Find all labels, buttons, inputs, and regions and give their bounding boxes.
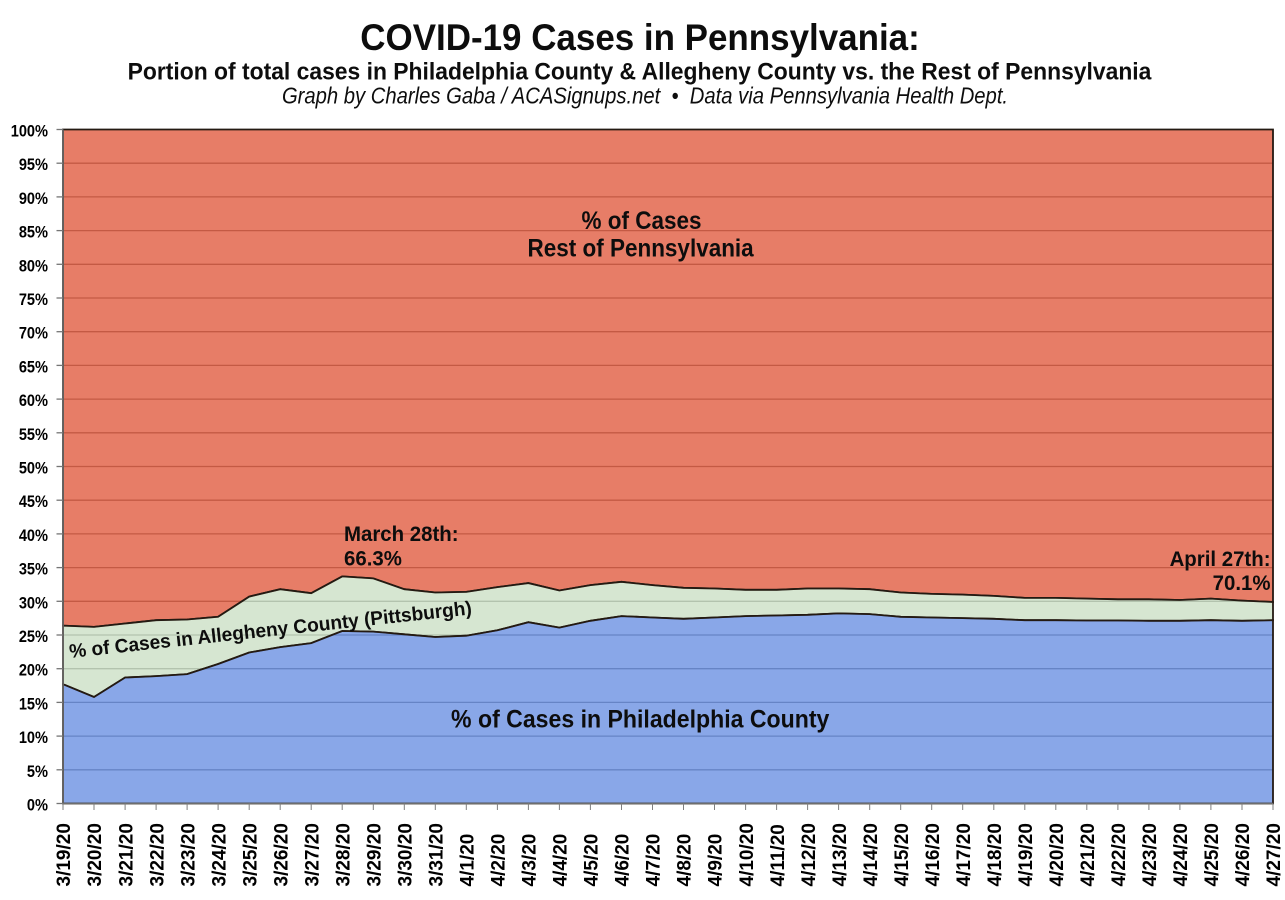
svg-text:60%: 60% [19,392,48,410]
svg-text:4/3/20: 4/3/20 [520,834,541,887]
svg-text:3/20/20: 3/20/20 [85,823,106,886]
svg-text:4/17/20: 4/17/20 [954,823,975,886]
svg-text:5%: 5% [27,763,48,781]
svg-text:70.1%: 70.1% [1213,572,1271,596]
svg-text:65%: 65% [19,359,48,377]
svg-text:30%: 30% [19,595,48,613]
svg-text:4/18/20: 4/18/20 [985,823,1006,886]
svg-text:10%: 10% [19,729,48,747]
svg-text:4/13/20: 4/13/20 [830,823,851,886]
svg-text:3/24/20: 3/24/20 [209,823,230,886]
svg-text:4/10/20: 4/10/20 [737,823,758,886]
svg-text:COVID-19 Cases in Pennsylvania: COVID-19 Cases in Pennsylvania: [360,16,919,58]
svg-text:3/23/20: 3/23/20 [178,823,199,886]
svg-text:3/28/20: 3/28/20 [333,823,354,886]
svg-text:3/31/20: 3/31/20 [427,823,448,886]
svg-text:4/26/20: 4/26/20 [1233,823,1254,886]
svg-text:April 27th:: April 27th: [1170,548,1271,572]
svg-text:0%: 0% [27,797,48,815]
svg-text:4/11/20: 4/11/20 [768,824,789,886]
svg-text:Rest of Pennsylvania: Rest of Pennsylvania [528,234,755,262]
svg-text:3/26/20: 3/26/20 [271,823,292,886]
svg-text:4/24/20: 4/24/20 [1171,823,1192,886]
svg-text:4/7/20: 4/7/20 [644,834,665,887]
svg-text:4/25/20: 4/25/20 [1202,823,1223,886]
svg-text:70%: 70% [19,325,48,343]
svg-text:4/16/20: 4/16/20 [923,823,944,886]
svg-text:45%: 45% [19,494,48,512]
svg-text:4/9/20: 4/9/20 [706,834,727,887]
svg-text:4/22/20: 4/22/20 [1109,823,1130,886]
svg-text:50%: 50% [19,460,48,478]
svg-text:55%: 55% [19,426,48,444]
svg-text:4/14/20: 4/14/20 [861,823,882,886]
svg-text:66.3%: 66.3% [344,547,402,571]
svg-text:100%: 100% [11,123,49,141]
svg-text:15%: 15% [19,696,48,714]
svg-text:4/4/20: 4/4/20 [551,834,572,887]
svg-text:3/27/20: 3/27/20 [302,823,323,886]
svg-text:March 28th:: March 28th: [344,523,459,547]
svg-text:80%: 80% [19,258,48,276]
svg-text:4/23/20: 4/23/20 [1140,823,1161,886]
svg-text:95%: 95% [19,157,48,175]
svg-text:Portion of total cases in Phil: Portion of total cases in Philadelphia C… [128,58,1153,84]
svg-text:4/1/20: 4/1/20 [458,834,479,887]
svg-text:4/20/20: 4/20/20 [1047,823,1068,886]
svg-text:90%: 90% [19,190,48,208]
svg-text:75%: 75% [19,291,48,309]
svg-text:4/21/20: 4/21/20 [1078,823,1099,886]
svg-text:4/6/20: 4/6/20 [613,834,634,887]
svg-text:85%: 85% [19,224,48,242]
svg-text:40%: 40% [19,527,48,545]
svg-text:3/19/20: 3/19/20 [54,823,75,886]
svg-text:4/12/20: 4/12/20 [799,823,820,886]
svg-text:3/25/20: 3/25/20 [240,823,261,886]
svg-text:4/2/20: 4/2/20 [489,834,510,887]
svg-text:35%: 35% [19,561,48,579]
svg-text:Graph by Charles Gaba / ACASig: Graph by Charles Gaba / ACASignups.net •… [282,82,1008,109]
svg-text:4/27/20: 4/27/20 [1264,823,1285,886]
svg-text:20%: 20% [19,662,48,680]
svg-text:4/8/20: 4/8/20 [675,834,696,887]
svg-text:3/30/20: 3/30/20 [396,823,417,886]
svg-text:25%: 25% [19,628,48,646]
svg-text:3/21/20: 3/21/20 [116,823,137,886]
svg-text:4/15/20: 4/15/20 [892,823,913,886]
svg-text:% of Cases: % of Cases [582,207,702,235]
svg-text:3/29/20: 3/29/20 [365,823,386,886]
svg-text:% of Cases in Philadelphia Cou: % of Cases in Philadelphia County [451,705,830,733]
svg-text:4/19/20: 4/19/20 [1016,823,1037,886]
svg-text:4/5/20: 4/5/20 [582,834,603,887]
svg-text:3/22/20: 3/22/20 [147,823,168,886]
